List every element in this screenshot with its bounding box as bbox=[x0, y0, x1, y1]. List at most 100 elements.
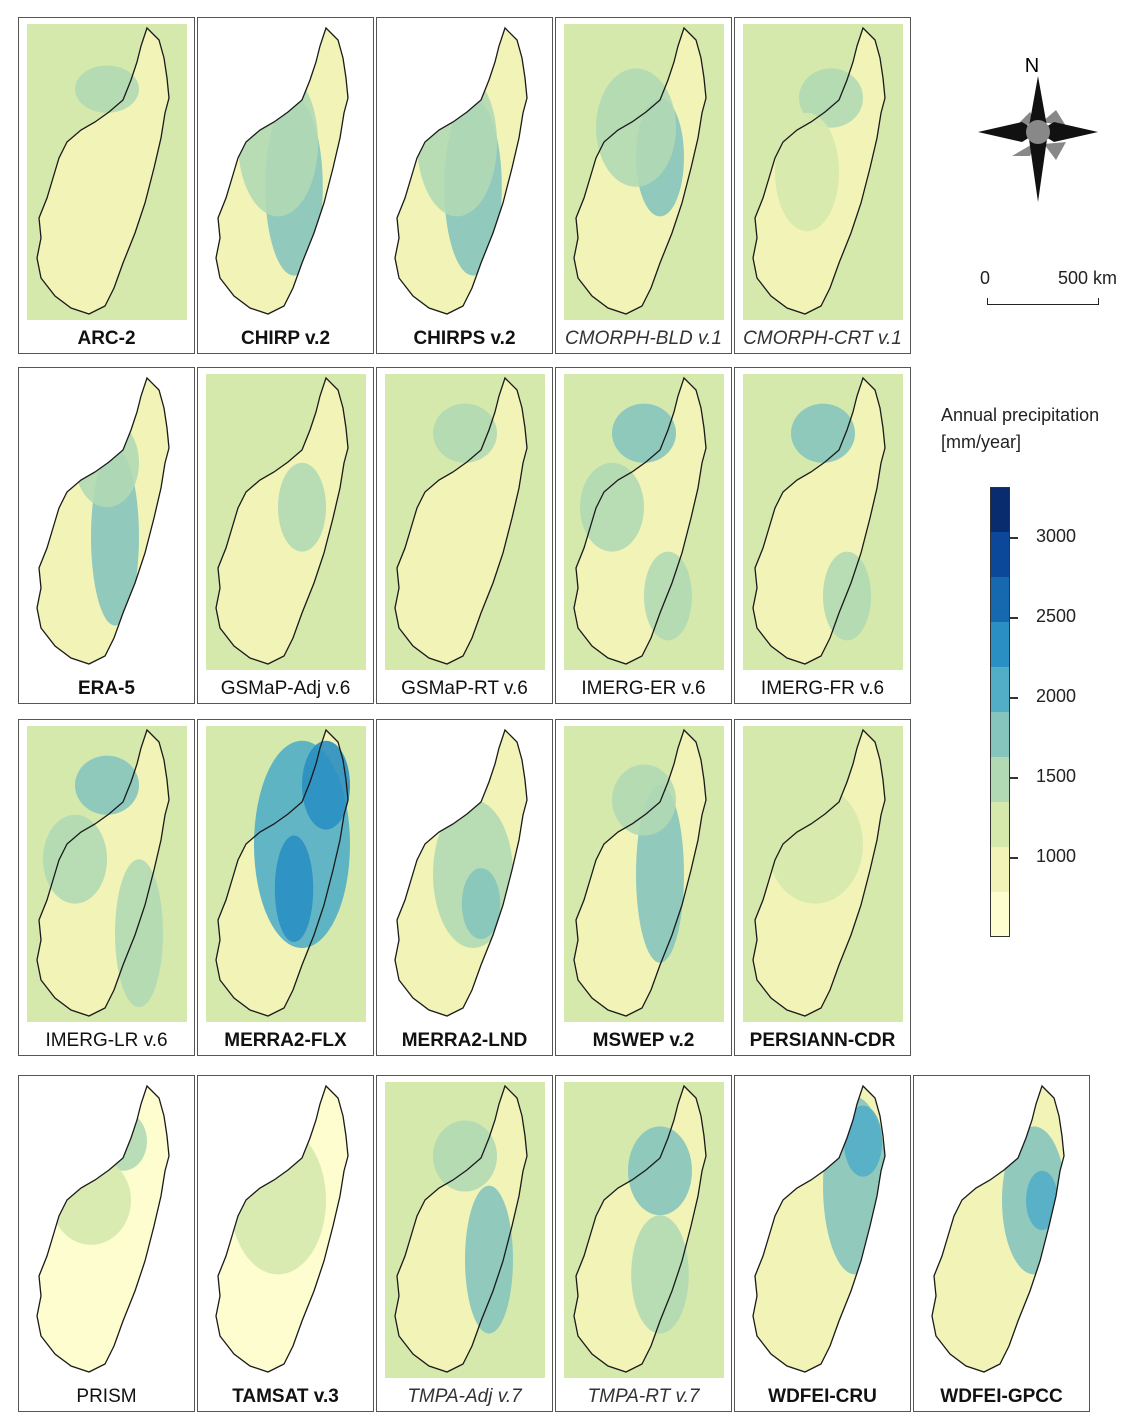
map-panel: MERRA2-LND bbox=[376, 719, 553, 1056]
panel-label: PRISM bbox=[76, 1386, 137, 1407]
rainfall-zone bbox=[767, 785, 863, 904]
colorbar-segment bbox=[990, 532, 1010, 578]
coastline bbox=[36, 1084, 170, 1373]
precipitation-map bbox=[215, 1084, 349, 1373]
rainfall-zone bbox=[278, 462, 326, 552]
colorbar-segment bbox=[990, 622, 1010, 668]
coastline bbox=[394, 26, 528, 315]
precipitation-map bbox=[743, 726, 903, 1022]
colorbar-tick-mark bbox=[1010, 777, 1018, 779]
scale-bar: 0 500 km bbox=[975, 268, 1145, 318]
map-panel: ERA-5 bbox=[18, 367, 195, 704]
rainfall-zone bbox=[43, 814, 107, 904]
north-arrow-icon: N bbox=[978, 55, 1098, 202]
rainfall-zone bbox=[775, 112, 839, 232]
rainfall-zone bbox=[843, 1105, 883, 1177]
colorbar-segment bbox=[990, 757, 1010, 803]
map-panel: TMPA-Adj v.7 bbox=[376, 1075, 553, 1412]
panel-label: WDFEI-GPCC bbox=[940, 1386, 1063, 1407]
precipitation-map bbox=[931, 1084, 1065, 1373]
colorbar-segment bbox=[990, 712, 1010, 758]
map-panel: CHIRPS v.2 bbox=[376, 17, 553, 354]
colorbar-tick-mark bbox=[1010, 537, 1018, 539]
coastline bbox=[215, 26, 349, 315]
coastline bbox=[573, 728, 707, 1017]
precipitation-map bbox=[394, 26, 528, 315]
rainfall-zone bbox=[1026, 1170, 1058, 1230]
precipitation-map bbox=[36, 376, 170, 665]
rainfall-zone bbox=[99, 1111, 147, 1171]
map-panel: PERSIANN-CDR bbox=[734, 719, 911, 1056]
coastline bbox=[394, 1084, 528, 1373]
coastline bbox=[215, 1084, 349, 1373]
legend-title-line1: Annual precipitation bbox=[941, 405, 1100, 425]
panel-label: IMERG-LR v.6 bbox=[45, 1030, 168, 1051]
north-label: N bbox=[1025, 55, 1039, 77]
panel-label: IMERG-ER v.6 bbox=[581, 678, 706, 699]
precipitation-map bbox=[206, 374, 366, 670]
panel-label: CMORPH-CRT v.1 bbox=[743, 328, 902, 349]
panel-label: CMORPH-BLD v.1 bbox=[565, 328, 722, 349]
map-panel: IMERG-LR v.6 bbox=[18, 719, 195, 1056]
coastline bbox=[752, 26, 886, 315]
precipitation-map bbox=[564, 1082, 724, 1378]
rainfall-zone bbox=[791, 403, 855, 463]
precipitation-colorbar bbox=[990, 487, 1010, 937]
panel-label: MSWEP v.2 bbox=[592, 1030, 695, 1051]
panel-label: ERA-5 bbox=[77, 678, 135, 699]
rainfall-zone bbox=[823, 551, 871, 641]
map-panel: TMPA-RT v.7 bbox=[555, 1075, 732, 1412]
panel-label: TMPA-Adj v.7 bbox=[407, 1386, 522, 1407]
colorbar-tick-label: 1500 bbox=[1036, 766, 1077, 786]
rainfall-zone bbox=[628, 1126, 692, 1216]
coastline bbox=[36, 376, 170, 665]
precipitation-map bbox=[385, 374, 545, 670]
colorbar-tick-label: 2500 bbox=[1036, 606, 1077, 626]
rainfall-zone bbox=[75, 755, 139, 815]
colorbar-tick-mark bbox=[1010, 857, 1018, 859]
rainfall-zone bbox=[612, 403, 676, 463]
precipitation-map bbox=[743, 24, 903, 320]
coastline bbox=[215, 376, 349, 665]
coastline bbox=[752, 728, 886, 1017]
coastline bbox=[573, 376, 707, 665]
rainfall-zone bbox=[465, 1185, 513, 1334]
rainfall-zone bbox=[580, 462, 644, 552]
coastline bbox=[394, 376, 528, 665]
precipitation-map bbox=[385, 1082, 545, 1378]
colorbar-tick-label: 1000 bbox=[1036, 846, 1077, 866]
coastline bbox=[394, 728, 528, 1017]
colorbar-tick-mark bbox=[1010, 697, 1018, 699]
precipitation-map bbox=[564, 374, 724, 670]
rainfall-zone bbox=[596, 68, 676, 187]
legend-title-line2: [mm/year] bbox=[941, 432, 1022, 452]
precipitation-map bbox=[206, 726, 366, 1022]
panel-label: MERRA2-LND bbox=[401, 1030, 528, 1051]
panel-label: IMERG-FR v.6 bbox=[760, 678, 885, 699]
colorbar-tick-label: 2000 bbox=[1036, 686, 1077, 706]
map-panel: PRISM bbox=[18, 1075, 195, 1412]
rainfall-zone bbox=[433, 403, 497, 463]
colorbar-segment bbox=[990, 892, 1010, 937]
precipitation-map bbox=[564, 24, 724, 320]
rainfall-zone bbox=[433, 1120, 497, 1192]
legend-title: Annual precipitation [mm/year] bbox=[941, 402, 1099, 456]
map-panel: WDFEI-CRU bbox=[734, 1075, 911, 1412]
map-panel: WDFEI-GPCC bbox=[913, 1075, 1090, 1412]
coastline bbox=[215, 728, 349, 1017]
panel-label: PERSIANN-CDR bbox=[749, 1030, 896, 1051]
rainfall-zone bbox=[461, 868, 501, 940]
coastline bbox=[36, 728, 170, 1017]
map-panel: MSWEP v.2 bbox=[555, 719, 732, 1056]
colorbar-tick-label: 3000 bbox=[1036, 526, 1077, 546]
coastline bbox=[931, 1084, 1065, 1373]
coastline bbox=[573, 26, 707, 315]
scale-line bbox=[987, 298, 1099, 305]
colorbar-segment bbox=[990, 847, 1010, 893]
precipitation-map bbox=[27, 726, 187, 1022]
rainfall-zone bbox=[274, 835, 314, 943]
panel-label: WDFEI-CRU bbox=[768, 1386, 877, 1407]
rainfall-zone bbox=[302, 740, 350, 830]
colorbar-segment bbox=[990, 802, 1010, 848]
panel-label: ARC-2 bbox=[77, 328, 136, 349]
